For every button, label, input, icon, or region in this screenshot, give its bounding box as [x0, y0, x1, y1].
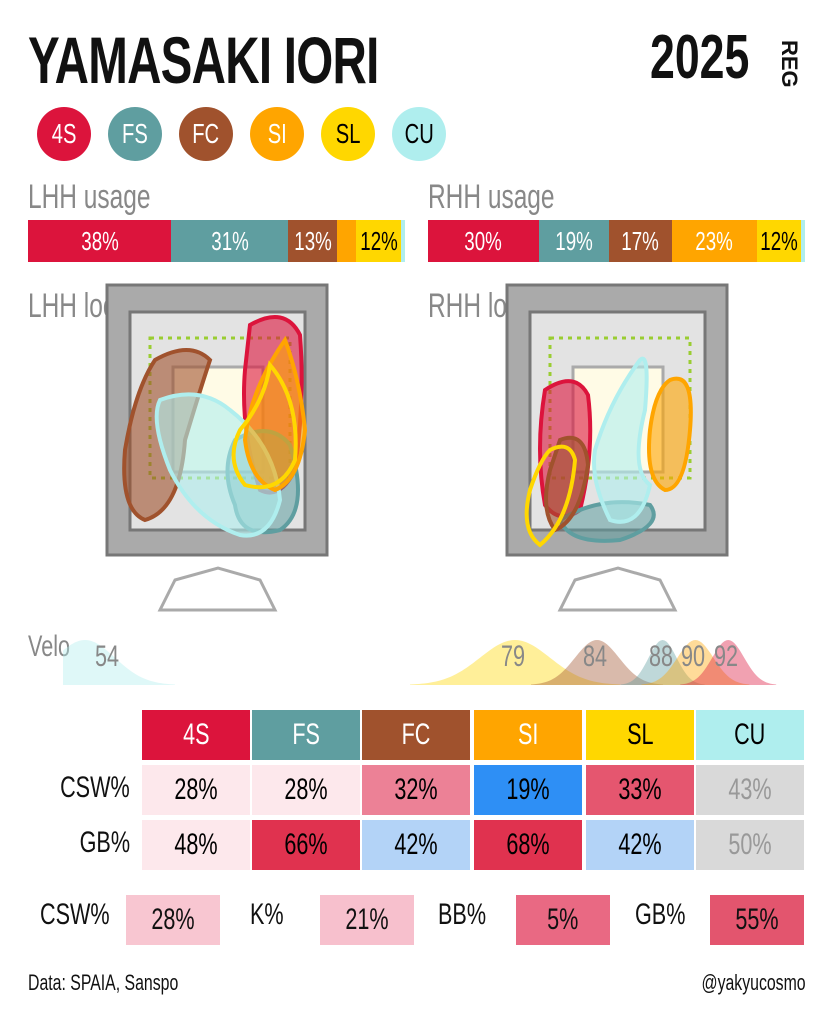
velo-value: 79 — [501, 640, 526, 673]
velo-curve-SI — [641, 640, 750, 685]
table-header-CU: CU — [696, 710, 804, 760]
table-cell: 68% — [474, 820, 582, 870]
summary-value: 55% — [710, 895, 804, 945]
usage-segment-FS: 31% — [171, 220, 289, 262]
table-header-FS: FS — [252, 710, 360, 760]
contour-CU — [592, 356, 653, 524]
usage-segment-SI — [337, 220, 356, 262]
summary-value: 5% — [516, 895, 610, 945]
contour-SL — [231, 360, 298, 490]
table-header-SI: SI — [474, 710, 582, 760]
usage-segment-CU — [801, 220, 805, 262]
rhh-usage-bar: 30% 19% 17% 23% 12% — [428, 220, 805, 262]
row-label: CSW% — [60, 771, 130, 804]
summary-label: CSW% — [40, 898, 110, 931]
velo-curve-FS — [620, 640, 705, 685]
table-cell: 28% — [252, 765, 360, 815]
rhh-location-plot — [505, 283, 729, 612]
table-cell: 50% — [696, 820, 804, 870]
table-cell: 19% — [474, 765, 582, 815]
velo-curve-CU — [63, 640, 175, 685]
usage-segment-FC: 13% — [288, 220, 338, 262]
table-cell: 28% — [142, 765, 250, 815]
usage-segment-FC: 17% — [609, 220, 672, 262]
velo-curve-4S — [680, 640, 777, 685]
lhh-usage-bar: 38% 31% 13% 12% — [28, 220, 405, 262]
velo-label: Velo — [28, 630, 71, 663]
season-year: 2025 — [650, 23, 750, 92]
table-header-SL: SL — [586, 710, 694, 760]
lhh-loc-label: LHH loc — [28, 287, 116, 325]
pitch-badge-FC: FC — [179, 107, 233, 161]
usage-segment-4S: 38% — [28, 220, 172, 262]
usage-segment-SL: 12% — [756, 220, 802, 262]
table-cell: 33% — [586, 765, 694, 815]
author-handle: @yakyucosmo — [701, 970, 806, 995]
table-cell: 66% — [252, 820, 360, 870]
table-cell: 42% — [586, 820, 694, 870]
lhh-usage-label: LHH usage — [28, 178, 151, 216]
table-cell: 32% — [362, 765, 470, 815]
table-header-FC: FC — [362, 710, 470, 760]
contour-FC — [544, 435, 591, 533]
table-header-4S: 4S — [142, 710, 250, 760]
velo-value: 92 — [714, 640, 739, 673]
page-title: YAMASAKI IORI — [28, 23, 379, 97]
rhh-loc-label: RHH loc — [428, 287, 520, 325]
summary-label: BB% — [438, 898, 487, 931]
table-cell: 42% — [362, 820, 470, 870]
usage-segment-SL: 12% — [355, 220, 402, 262]
velo-value: 84 — [583, 640, 608, 673]
usage-segment-CU — [401, 220, 405, 262]
velo-value: 88 — [648, 640, 673, 673]
table-cell: 48% — [142, 820, 250, 870]
home-plate — [157, 566, 278, 612]
pitch-badge-4S: 4S — [37, 107, 91, 161]
rhh-usage-label: RHH usage — [428, 178, 555, 216]
usage-segment-4S: 30% — [428, 220, 539, 262]
season-type: REG — [777, 40, 802, 88]
pitch-badge-FS: FS — [108, 107, 162, 161]
pitch-badge-SI: SI — [250, 107, 304, 161]
velo-value: 54 — [95, 640, 120, 673]
pitch-badge-CU: CU — [392, 107, 446, 161]
usage-segment-FS: 19% — [538, 220, 610, 262]
summary-value: 21% — [320, 895, 414, 945]
velo-value: 90 — [681, 640, 706, 673]
velo-curve-SL — [410, 640, 620, 685]
data-source: Data: SPAIA, Sanspo — [28, 970, 179, 995]
contour-SI — [242, 335, 308, 493]
velo-distribution — [63, 640, 777, 685]
velo-curve-FC — [531, 640, 663, 685]
contour-SL — [524, 444, 578, 548]
summary-label: K% — [250, 898, 284, 931]
pitch-badge-SL: SL — [321, 107, 375, 161]
home-plate — [557, 566, 678, 612]
contour-SI — [647, 376, 693, 493]
lhh-location-plot — [105, 283, 329, 612]
summary-label: GB% — [635, 898, 686, 931]
summary-value: 28% — [126, 895, 220, 945]
table-cell: 43% — [696, 765, 804, 815]
row-label: GB% — [79, 826, 130, 859]
usage-segment-SI: 23% — [671, 220, 757, 262]
